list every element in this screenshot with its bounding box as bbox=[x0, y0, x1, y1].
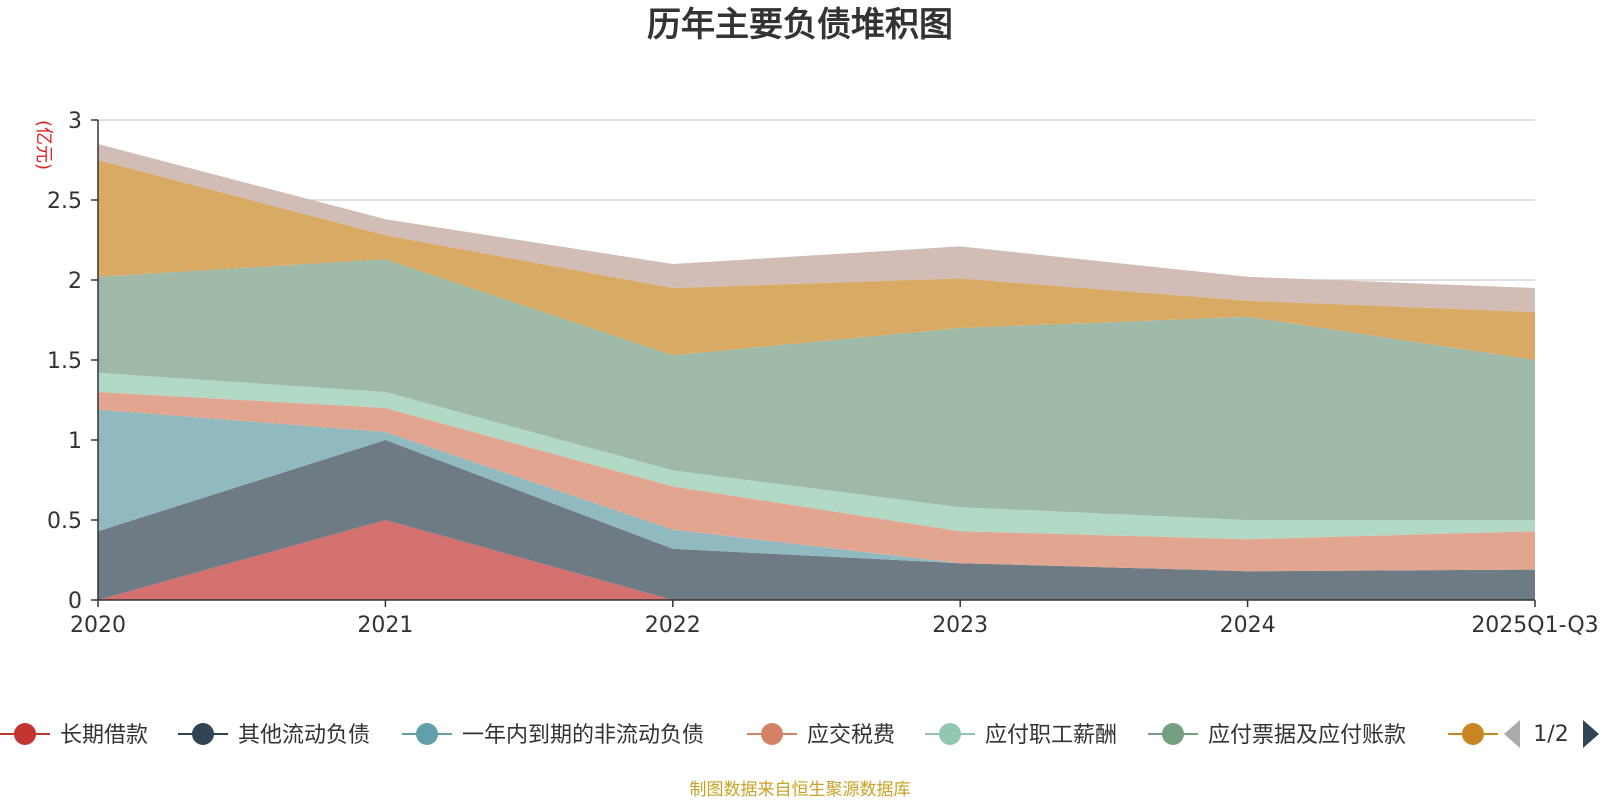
legend-marker-icon bbox=[1462, 723, 1484, 745]
legend-label: 一年内到期的非流动负债 bbox=[462, 723, 704, 748]
y-tick-label: 0 bbox=[68, 589, 82, 614]
legend-item-1[interactable]: 长期借款 bbox=[0, 723, 148, 748]
legend-label: 应付票据及应付账款 bbox=[1208, 723, 1406, 748]
area-series-1 bbox=[98, 520, 1535, 600]
x-tick-label: 2022 bbox=[645, 613, 701, 638]
legend-next-page-icon[interactable] bbox=[1583, 720, 1599, 748]
legend-marker-icon bbox=[761, 723, 783, 745]
legend-page-indicator: 1/2 bbox=[1533, 722, 1568, 747]
data-source-note: 制图数据来自恒生聚源数据库 bbox=[690, 780, 911, 800]
x-tick-label: 2025Q1-Q3 bbox=[1471, 613, 1598, 638]
legend-item-2[interactable]: 其他流动负债 bbox=[178, 723, 370, 748]
legend-label: 其他流动负债 bbox=[238, 723, 370, 748]
legend-marker-icon bbox=[14, 723, 36, 745]
area-series-2 bbox=[98, 440, 1535, 600]
y-tick-label: 2 bbox=[68, 269, 82, 294]
x-tick-label: 2020 bbox=[70, 613, 126, 638]
legend-prev-page-icon[interactable] bbox=[1504, 720, 1520, 748]
area-series-6 bbox=[98, 259, 1535, 520]
legend-item-7[interactable] bbox=[1448, 723, 1498, 745]
y-tick-label: 3 bbox=[68, 109, 82, 134]
area-series-3 bbox=[98, 409, 1535, 572]
legend-label: 应付职工薪酬 bbox=[985, 723, 1117, 748]
y-axis-unit-label: (亿元) bbox=[33, 120, 54, 170]
legend-item-6[interactable]: 应付票据及应付账款 bbox=[1148, 723, 1406, 748]
legend-item-3[interactable]: 一年内到期的非流动负债 bbox=[402, 723, 704, 748]
legend-marker-icon bbox=[192, 723, 214, 745]
legend-item-4[interactable]: 应交税费 bbox=[747, 723, 895, 748]
legend-label: 应交税费 bbox=[807, 723, 895, 748]
legend-pager: 1/2 bbox=[1504, 720, 1599, 748]
area-series-layer bbox=[98, 144, 1535, 600]
legend: 长期借款 其他流动负债 一年内到期的非流动负债 应交税费 应付职工薪酬 应付票据及应付账款 bbox=[0, 723, 1498, 748]
y-tick-label: 2.5 bbox=[47, 189, 82, 214]
legend-marker-icon bbox=[939, 723, 961, 745]
legend-item-5[interactable]: 应付职工薪酬 bbox=[925, 723, 1117, 748]
area-series-5 bbox=[98, 372, 1535, 540]
x-tick-label: 2021 bbox=[357, 613, 413, 638]
area-series-7 bbox=[98, 160, 1535, 360]
x-tick-label: 2024 bbox=[1220, 613, 1276, 638]
x-tick-label: 2023 bbox=[932, 613, 988, 638]
chart-title: 历年主要负债堆积图 bbox=[647, 5, 953, 45]
legend-label: 长期借款 bbox=[60, 723, 148, 748]
y-tick-label: 0.5 bbox=[47, 509, 82, 534]
area-series-8 bbox=[98, 144, 1535, 312]
y-axis-ticks: 0 0.5 1 1.5 2 2.5 3 bbox=[47, 109, 98, 614]
legend-marker-icon bbox=[416, 723, 438, 745]
y-tick-label: 1.5 bbox=[47, 349, 82, 374]
x-axis-ticks: 2020 2021 2022 2023 2024 2025Q1-Q3 bbox=[70, 600, 1599, 638]
legend-marker-icon bbox=[1162, 723, 1184, 745]
y-tick-label: 1 bbox=[68, 429, 82, 454]
area-series-4 bbox=[98, 392, 1535, 572]
